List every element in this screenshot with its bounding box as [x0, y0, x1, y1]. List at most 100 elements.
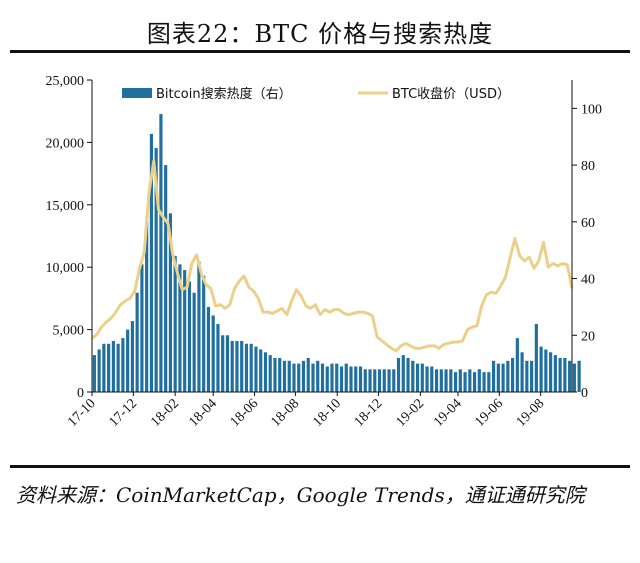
- search-interest-bar: [354, 366, 358, 392]
- search-interest-bar: [135, 292, 139, 392]
- search-interest-bar: [154, 148, 158, 392]
- search-interest-bar: [406, 357, 410, 392]
- search-interest-bar: [515, 338, 519, 392]
- search-interest-bar: [244, 343, 249, 392]
- search-interest-bar: [487, 372, 491, 392]
- search-interest-bar: [568, 360, 572, 392]
- search-interest-bar: [249, 343, 253, 392]
- search-interest-bar: [126, 329, 130, 392]
- search-interest-bar: [544, 349, 548, 392]
- search-interest-bar: [297, 363, 301, 392]
- search-interest-bar: [287, 360, 291, 392]
- legend-bar-label: Bitcoin搜索热度（右）: [156, 86, 292, 102]
- search-interest-bar: [301, 360, 306, 392]
- search-interest-bar: [530, 360, 534, 392]
- search-interest-bar: [178, 264, 182, 392]
- search-interest-bar: [411, 360, 415, 392]
- search-interest-bar: [335, 363, 339, 392]
- search-interest-bar: [107, 343, 111, 392]
- search-interest-bar: [358, 366, 363, 392]
- search-interest-bar: [401, 355, 405, 392]
- x-tick-label: 18-08: [269, 396, 303, 430]
- search-interest-bar: [263, 352, 268, 392]
- search-interest-bar: [102, 343, 106, 392]
- left-tick-label: 25,000: [46, 74, 85, 89]
- search-interest-bar: [116, 343, 120, 392]
- left-tick-label: 20,000: [46, 136, 85, 151]
- search-interest-bar: [415, 363, 420, 392]
- search-interest-bar: [225, 335, 230, 392]
- search-interest-bar: [92, 355, 96, 392]
- top-rule: [10, 50, 630, 53]
- search-interest-bar: [449, 369, 453, 392]
- search-interest-bar: [339, 366, 344, 392]
- search-interest-bar: [387, 369, 391, 392]
- left-tick-label: 15,000: [46, 199, 85, 214]
- search-interest-bar: [316, 360, 320, 392]
- search-interest-bar: [202, 275, 206, 392]
- search-interest-bar: [278, 357, 282, 392]
- search-interest-bar: [159, 114, 163, 392]
- search-interest-bar: [534, 323, 538, 392]
- search-interest-bar: [216, 323, 220, 392]
- search-interest-bar: [396, 357, 401, 392]
- search-interest-bar: [420, 363, 424, 392]
- search-interest-bar: [235, 340, 239, 392]
- search-interest-bar: [221, 335, 225, 392]
- search-interest-bar: [425, 366, 429, 392]
- x-tick-label: 18-02: [148, 396, 182, 430]
- search-interest-bar: [463, 372, 467, 392]
- search-interest-bar: [477, 369, 481, 392]
- x-tick-label: 18-10: [310, 396, 344, 430]
- search-interest-bar: [268, 355, 272, 392]
- search-interest-bar: [458, 369, 462, 392]
- search-interest-bar: [377, 369, 382, 392]
- search-interest-bar: [311, 363, 315, 392]
- right-tick-label: 0: [581, 386, 588, 401]
- x-tick-label: 19-04: [431, 396, 465, 430]
- right-tick-label: 60: [581, 216, 595, 231]
- search-interest-bar: [539, 346, 543, 392]
- x-tick-label: 17-10: [65, 396, 99, 430]
- search-interest-bar: [206, 306, 211, 392]
- search-interest-bar: [553, 355, 557, 392]
- source-note: 资料来源：CoinMarketCap，Google Trends，通证通研究院: [16, 483, 585, 507]
- search-interest-bar: [520, 352, 524, 392]
- search-interest-bar: [111, 340, 115, 392]
- search-interest-bar: [259, 349, 263, 392]
- search-interest-bar: [439, 369, 443, 392]
- search-interest-bar: [492, 360, 496, 392]
- chart-title: 图表22：BTC 价格与搜索热度: [146, 20, 494, 48]
- legend-bar-swatch: [122, 88, 152, 98]
- search-interest-bar: [183, 270, 187, 392]
- x-tick-label: 17-12: [106, 396, 140, 430]
- search-interest-bar: [121, 338, 125, 392]
- search-interest-bar: [211, 315, 215, 392]
- search-interest-bar: [444, 369, 448, 392]
- search-interest-bar: [549, 352, 553, 392]
- search-interest-bar: [330, 363, 334, 392]
- search-interest-bar: [468, 369, 472, 392]
- search-interest-bar: [273, 357, 277, 392]
- search-interest-bar: [320, 363, 325, 392]
- search-interest-bar: [511, 357, 515, 392]
- search-interest-bar: [325, 366, 329, 392]
- left-tick-label: 0: [77, 386, 84, 401]
- search-interest-bar: [164, 165, 168, 392]
- legend-line-label: BTC收盘价（USD）: [392, 86, 510, 102]
- search-interest-bar: [173, 255, 177, 392]
- left-tick-label: 10,000: [46, 261, 85, 276]
- search-interest-bar: [373, 369, 377, 392]
- search-interest-bar: [563, 357, 567, 392]
- search-interest-bar: [558, 357, 562, 392]
- x-tick-label: 19-06: [472, 396, 506, 430]
- search-interest-bar: [168, 213, 172, 392]
- right-tick-label: 20: [581, 329, 595, 344]
- btc-price-line: [91, 159, 574, 353]
- left-tick-label: 5,000: [53, 324, 85, 339]
- search-interest-bar: [525, 360, 529, 392]
- bottom-rule: [10, 465, 630, 468]
- x-tick-label: 19-08: [514, 396, 548, 430]
- search-interest-bar: [472, 372, 477, 392]
- search-interest-bar: [306, 357, 310, 392]
